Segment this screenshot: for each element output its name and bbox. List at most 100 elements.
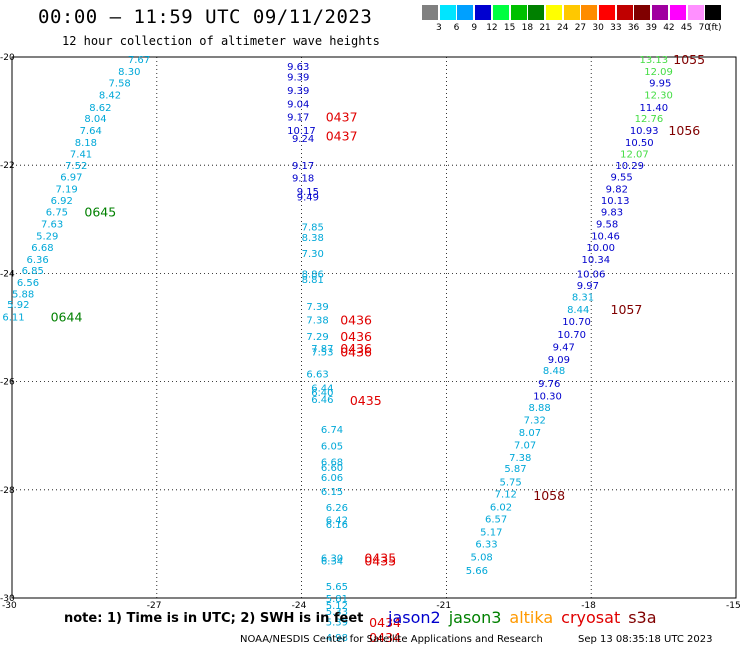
wave-height-value: 7.29: [306, 332, 328, 343]
color-swatch: [492, 5, 509, 20]
wave-height-value: 10.17: [287, 126, 316, 137]
wave-height-value: 5.66: [466, 566, 488, 577]
pass-time-label: 1058: [533, 488, 565, 503]
wave-height-value: 6.92: [51, 196, 73, 207]
longitude-tick-label: -21: [436, 601, 451, 611]
wave-height-value: 10.00: [586, 243, 615, 254]
color-scale-label: 15: [503, 23, 516, 33]
wave-height-value: 10.70: [557, 330, 586, 341]
wave-height-value: 4.98: [326, 633, 348, 644]
wave-height-value: 5.17: [480, 527, 502, 538]
latitude-tick-label: -26: [0, 378, 15, 388]
wave-height-value: 7.58: [109, 78, 131, 89]
legend-entry-altika: altika: [509, 608, 554, 627]
latitude-tick-label: -30: [0, 594, 15, 604]
color-scale-label: 42: [663, 23, 675, 33]
color-scale-label: 36: [627, 23, 640, 33]
wave-height-value: 6.60: [321, 463, 343, 474]
wave-height-value: 9.18: [292, 174, 314, 185]
wave-height-value: 7.39: [306, 302, 328, 313]
wave-height-value: 9.17: [287, 113, 309, 124]
color-swatch: [457, 5, 474, 20]
wave-height-value: 10.93: [630, 126, 659, 137]
color-swatch: [634, 5, 651, 20]
color-scale-label: 3: [435, 23, 442, 33]
wave-height-value: 7.85: [302, 222, 324, 233]
wave-height-value: 6.97: [60, 173, 82, 184]
legend-entry-cryosat: cryosat: [561, 608, 621, 627]
wave-height-value: 9.97: [577, 281, 599, 292]
wave-height-value: 6.44: [311, 384, 333, 395]
color-scale-label: 70: [698, 23, 711, 33]
wave-height-value: 9.49: [297, 193, 319, 204]
wave-height-value: 5.75: [499, 478, 521, 489]
latitude-tick-label: -22: [0, 161, 15, 171]
wave-height-value: 9.76: [538, 379, 560, 390]
wave-height-value: 7.32: [524, 415, 546, 426]
wave-height-value: 6.42: [326, 516, 348, 527]
color-swatch: [439, 5, 456, 20]
wave-height-value: 8.30: [118, 67, 140, 78]
wave-height-value: 8.86: [302, 269, 324, 280]
wave-height-value: 9.58: [596, 220, 618, 231]
pass-time-label: 0644: [51, 310, 83, 325]
pass-time-label: 0435: [364, 550, 396, 565]
longitude-tick-label: -18: [581, 601, 596, 611]
wave-height-value: 6.63: [306, 369, 328, 380]
wave-height-value: 7.07: [514, 440, 536, 451]
pass-time-label: 0434: [369, 630, 401, 645]
pass-time-label: 0436: [340, 312, 372, 327]
wave-height-value: 13.13: [639, 55, 668, 66]
wave-height-value: 9.24: [292, 134, 314, 145]
wave-height-value: 6.06: [321, 473, 343, 484]
pass-time-label: 0436: [340, 341, 372, 356]
wave-height-value: 8.07: [519, 428, 541, 439]
wave-height-value: 8.88: [528, 403, 550, 414]
color-scale-label: 33: [610, 23, 622, 33]
color-swatch: [616, 5, 633, 20]
wave-height-value: 5.39: [326, 617, 348, 628]
color-swatch: [545, 5, 562, 20]
color-swatch: [510, 5, 527, 20]
wave-height-value: 6.68: [31, 243, 53, 254]
color-scale-label: 27: [574, 23, 587, 33]
pass-time-label: 0435: [350, 393, 382, 408]
wave-height-value: 7.64: [80, 126, 102, 137]
pass-time-label: 0645: [84, 205, 116, 220]
wave-height-value: 8.38: [302, 233, 324, 244]
map-frame: [11, 56, 737, 599]
pass-time-label: 0436: [340, 329, 372, 344]
legend-entry-s3a: s3a: [628, 608, 657, 627]
wave-height-value: 10.46: [591, 232, 620, 243]
wave-height-value: 9.63: [287, 62, 309, 73]
wave-height-value: 7.67: [128, 55, 150, 66]
wave-height-value: 5.92: [7, 300, 29, 311]
wave-height-value: 10.50: [625, 138, 654, 149]
wave-height-value: 7.53: [311, 347, 333, 358]
color-swatch: [422, 5, 438, 20]
wave-height-value: 5.88: [12, 289, 34, 300]
color-scale-label: 6: [453, 23, 460, 33]
wave-height-value: 8.04: [84, 114, 106, 125]
pass-time-label: 1056: [668, 123, 700, 138]
wave-height-value: 6.26: [326, 503, 348, 514]
map-subtitle: 12 hour collection of altimeter wave hei…: [62, 34, 380, 48]
wave-height-value: 6.74: [321, 425, 343, 436]
wave-height-value: 6.85: [22, 266, 44, 277]
pass-time-label: 0434: [369, 615, 401, 630]
wave-height-value: 9.15: [297, 187, 319, 198]
wave-height-value: 10.13: [601, 196, 630, 207]
wave-height-value: 6.16: [326, 520, 348, 531]
wave-height-value: 5.65: [326, 582, 348, 593]
color-scale-label: 12: [486, 23, 498, 33]
wave-height-value: 9.17: [292, 161, 314, 172]
wave-height-value: 8.18: [75, 138, 97, 149]
wave-height-value: 5.87: [504, 464, 526, 475]
latitude-tick-label: -20: [0, 53, 15, 63]
wave-height-value: 8.42: [99, 90, 121, 101]
wave-height-value: 9.55: [611, 173, 633, 184]
color-swatch: [581, 5, 598, 20]
longitude-tick-label: -24: [292, 601, 307, 611]
wave-height-value: 6.75: [46, 208, 68, 219]
